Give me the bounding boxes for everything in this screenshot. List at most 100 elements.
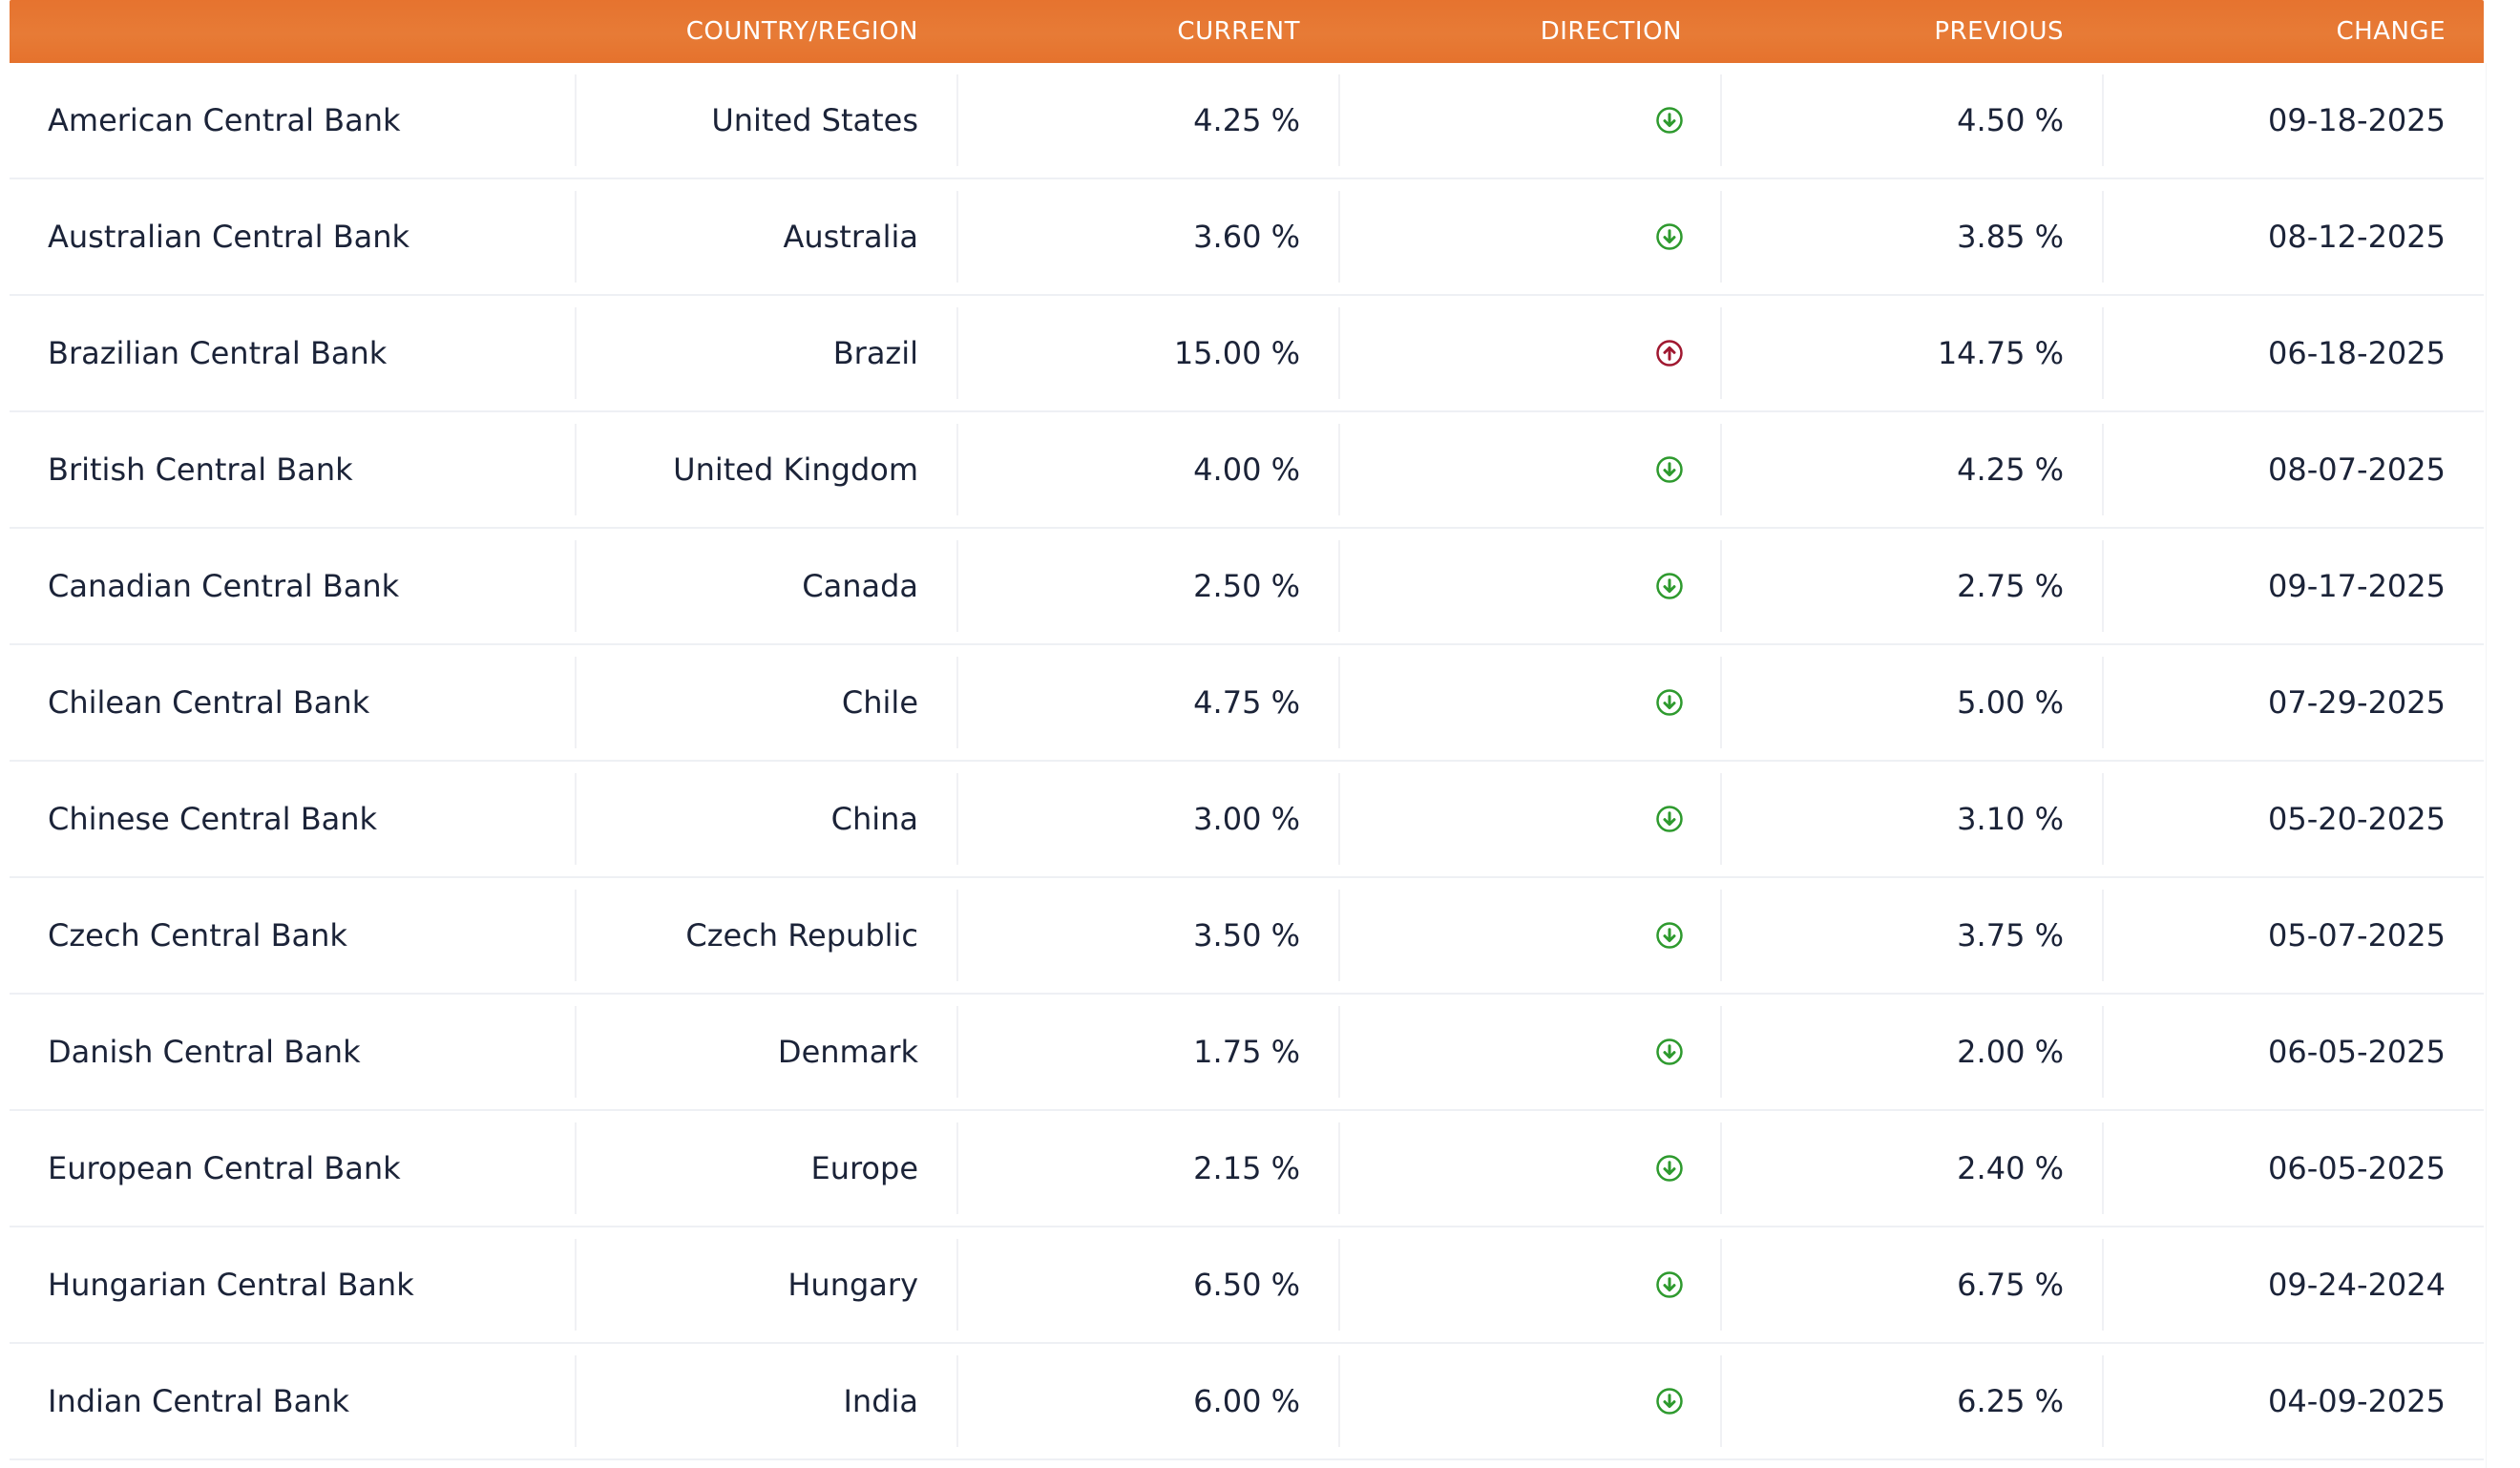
current-rate: 4.25 % <box>956 63 1338 178</box>
previous-rate: 14.75 % <box>1720 296 2102 410</box>
current-rate: 4.00 % <box>956 412 1338 527</box>
column-header-direction[interactable]: DIRECTION <box>1540 17 1682 46</box>
country-region: United Kingdom <box>575 412 956 527</box>
direction-cell <box>1338 645 1720 760</box>
down-arrow-icon <box>1656 1271 1683 1298</box>
change-date: 09-24-2024 <box>2102 1227 2484 1342</box>
country-region: Czech Republic <box>575 878 956 993</box>
current-rate: 2.50 % <box>956 529 1338 643</box>
direction-cell <box>1338 296 1720 410</box>
table-row[interactable]: European Central Bank Europe 2.15 % 2.40 % 0… <box>10 1111 2484 1227</box>
table-row[interactable]: Brazilian Central Bank Brazil 15.00 % 14.75… <box>10 296 2484 412</box>
previous-rate: 4.50 % <box>1720 63 2102 178</box>
column-header-change[interactable]: CHANGE <box>2336 17 2446 46</box>
change-date: 06-05-2025 <box>2102 995 2484 1109</box>
direction-cell <box>1338 412 1720 527</box>
down-arrow-icon <box>1656 1038 1683 1065</box>
current-rate: 15.00 % <box>956 296 1338 410</box>
direction-cell <box>1338 63 1720 178</box>
bank-name[interactable]: Chinese Central Bank <box>48 801 378 837</box>
bank-name[interactable]: Australian Central Bank <box>48 219 410 255</box>
current-rate: 6.00 % <box>956 1344 1338 1458</box>
change-date: 06-18-2025 <box>2102 296 2484 410</box>
previous-rate: 3.75 % <box>1720 878 2102 993</box>
current-rate: 2.15 % <box>956 1111 1338 1226</box>
country-region: Brazil <box>575 296 956 410</box>
column-header-country[interactable]: COUNTRY/REGION <box>685 17 918 46</box>
table-row[interactable]: Australian Central Bank Australia 3.60 % 3.… <box>10 179 2484 296</box>
country-region: Europe <box>575 1111 956 1226</box>
change-date: 08-12-2025 <box>2102 179 2484 294</box>
bank-name[interactable]: British Central Bank <box>48 451 353 488</box>
direction-cell <box>1338 529 1720 643</box>
country-region: United States <box>575 63 956 178</box>
down-arrow-icon <box>1656 922 1683 949</box>
table-row[interactable]: Danish Central Bank Denmark 1.75 % 2.00 % 06… <box>10 995 2484 1111</box>
table-row[interactable]: Czech Central Bank Czech Republic 3.50 % 3.… <box>10 878 2484 995</box>
previous-rate: 2.00 % <box>1720 995 2102 1109</box>
change-date: 06-05-2025 <box>2102 1111 2484 1226</box>
change-date: 05-07-2025 <box>2102 878 2484 993</box>
direction-cell <box>1338 762 1720 876</box>
table-row[interactable]: Hungarian Central Bank Hungary 6.50 % 6.75 … <box>10 1227 2484 1344</box>
previous-rate: 5.00 % <box>1720 645 2102 760</box>
down-arrow-icon <box>1656 806 1683 832</box>
country-region: Denmark <box>575 995 956 1109</box>
down-arrow-icon <box>1656 689 1683 716</box>
down-arrow-icon <box>1656 456 1683 483</box>
change-date: 04-09-2025 <box>2102 1344 2484 1458</box>
change-date: 05-20-2025 <box>2102 762 2484 876</box>
direction-cell <box>1338 1111 1720 1226</box>
current-rate: 6.50 % <box>956 1227 1338 1342</box>
current-rate: 3.50 % <box>956 878 1338 993</box>
column-header-previous[interactable]: PREVIOUS <box>1934 17 2064 46</box>
table-header: COUNTRY/REGION CURRENT DIRECTION PREVIOU… <box>10 0 2484 63</box>
country-region: Chile <box>575 645 956 760</box>
current-rate: 4.75 % <box>956 645 1338 760</box>
bank-name[interactable]: American Central Bank <box>48 102 401 138</box>
bank-name[interactable]: Danish Central Bank <box>48 1034 361 1070</box>
direction-cell <box>1338 1227 1720 1342</box>
table-row[interactable]: Indian Central Bank India 6.00 % 6.25 % 04-0… <box>10 1344 2484 1460</box>
current-rate: 3.60 % <box>956 179 1338 294</box>
bank-name[interactable]: Indian Central Bank <box>48 1383 350 1419</box>
table-row[interactable]: Chinese Central Bank China 3.00 % 3.10 % 05-… <box>10 762 2484 878</box>
change-date: 09-17-2025 <box>2102 529 2484 643</box>
direction-cell <box>1338 1344 1720 1458</box>
bank-name[interactable]: Canadian Central Bank <box>48 568 400 604</box>
down-arrow-icon <box>1656 223 1683 250</box>
country-region: Hungary <box>575 1227 956 1342</box>
down-arrow-icon <box>1656 573 1683 599</box>
previous-rate: 4.25 % <box>1720 412 2102 527</box>
bank-name[interactable]: Brazilian Central Bank <box>48 335 388 371</box>
table-row[interactable]: Canadian Central Bank Canada 2.50 % 2.75 % 0… <box>10 529 2484 645</box>
country-region: China <box>575 762 956 876</box>
country-region: Canada <box>575 529 956 643</box>
table-body: American Central Bank United States 4.25 %… <box>10 63 2484 1460</box>
bank-name[interactable]: Czech Central Bank <box>48 917 347 954</box>
current-rate: 1.75 % <box>956 995 1338 1109</box>
direction-cell <box>1338 878 1720 993</box>
country-region: Australia <box>575 179 956 294</box>
down-arrow-icon <box>1656 1155 1683 1182</box>
bank-name[interactable]: Hungarian Central Bank <box>48 1267 414 1303</box>
current-rate: 3.00 % <box>956 762 1338 876</box>
column-header-current[interactable]: CURRENT <box>1177 17 1300 46</box>
up-arrow-icon <box>1656 340 1683 367</box>
previous-rate: 2.75 % <box>1720 529 2102 643</box>
table-row[interactable]: Chilean Central Bank Chile 4.75 % 5.00 % 07-… <box>10 645 2484 762</box>
country-region: India <box>575 1344 956 1458</box>
previous-rate: 3.85 % <box>1720 179 2102 294</box>
table-row[interactable]: American Central Bank United States 4.25 %… <box>10 63 2484 179</box>
previous-rate: 2.40 % <box>1720 1111 2102 1226</box>
change-date: 08-07-2025 <box>2102 412 2484 527</box>
previous-rate: 6.75 % <box>1720 1227 2102 1342</box>
direction-cell <box>1338 179 1720 294</box>
change-date: 09-18-2025 <box>2102 63 2484 178</box>
bank-name[interactable]: European Central Bank <box>48 1150 401 1186</box>
table-row[interactable]: British Central Bank United Kingdom 4.00 %… <box>10 412 2484 529</box>
down-arrow-icon <box>1656 1388 1683 1415</box>
scrollbar-track[interactable] <box>2486 63 2520 1468</box>
previous-rate: 3.10 % <box>1720 762 2102 876</box>
bank-name[interactable]: Chilean Central Bank <box>48 684 370 721</box>
